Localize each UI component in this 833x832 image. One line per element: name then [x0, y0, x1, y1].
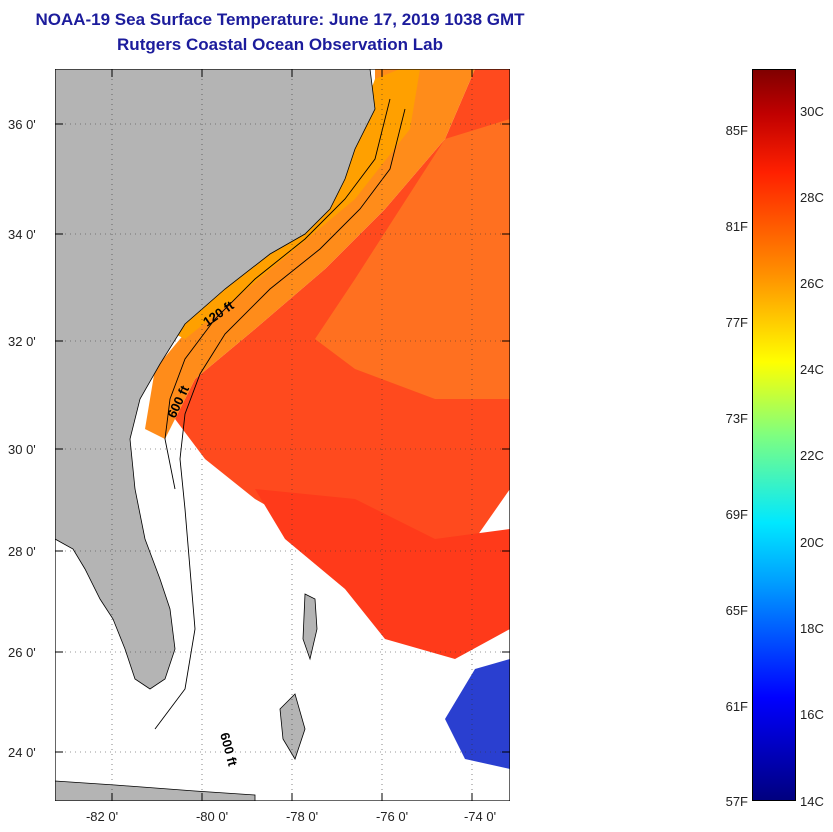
colorbar-label-f: 77F — [725, 315, 748, 330]
contour-600ft — [154, 108, 406, 730]
southeast-blue-patch — [445, 659, 510, 769]
graticule — [55, 69, 510, 801]
lon-label-78: -78 0' — [285, 809, 319, 824]
sst-map-canvas: 120 ft 600 ft 600 ft — [54, 68, 511, 802]
colorbar-label-c: 30C — [800, 104, 824, 119]
offshore-warm-region — [315, 119, 510, 399]
colorbar-label-c: 26C — [800, 276, 824, 291]
lat-label-26: 26 0' — [8, 645, 36, 660]
colorbar-label-f: 81F — [725, 219, 748, 234]
colorbar-label-c: 28C — [800, 190, 824, 205]
land-bahamas-2 — [302, 593, 318, 661]
map-ticks — [55, 69, 510, 801]
colorbar-label-c: 16C — [800, 707, 824, 722]
colorbar-label-f: 65F — [725, 603, 748, 618]
lon-label-82: -82 0' — [85, 809, 119, 824]
colorbar-label-c: 22C — [800, 448, 824, 463]
colorbar-label-f: 69F — [725, 507, 748, 522]
lon-label-76: -76 0' — [375, 809, 409, 824]
colorbar-label-c: 24C — [800, 362, 824, 377]
colorbar-label-f: 85F — [725, 123, 748, 138]
map-subtitle: Rutgers Coastal Ocean Observation Lab — [117, 35, 443, 54]
temperature-colorbar — [752, 69, 796, 801]
lat-label-32: 32 0' — [8, 334, 36, 349]
shelf-waters — [145, 69, 475, 439]
contour-120ft — [164, 98, 391, 490]
land-us — [54, 68, 376, 690]
land-bahamas-1 — [279, 693, 306, 760]
colorbar-label-f: 73F — [725, 411, 748, 426]
map-title: NOAA-19 Sea Surface Temperature: June 17… — [35, 10, 525, 29]
colorbar-label-f: 57F — [725, 794, 748, 809]
colorbar-label-c: 14C — [800, 794, 824, 809]
colorbar-label-c: 20C — [800, 535, 824, 550]
lon-label-74: -74 0' — [463, 809, 497, 824]
lat-label-34: 34 0' — [8, 227, 36, 242]
sst-map: 120 ft 600 ft 600 ft — [54, 68, 511, 802]
lon-label-80: -80 0' — [195, 809, 229, 824]
colorbar-label-c: 18C — [800, 621, 824, 636]
lat-label-36: 36 0' — [8, 117, 36, 132]
colorbar-label-f: 61F — [725, 699, 748, 714]
lat-label-24: 24 0' — [8, 745, 36, 760]
south-warm-patches — [255, 489, 510, 659]
lat-label-30: 30 0' — [8, 442, 36, 457]
lat-label-28: 28 0' — [8, 544, 36, 559]
